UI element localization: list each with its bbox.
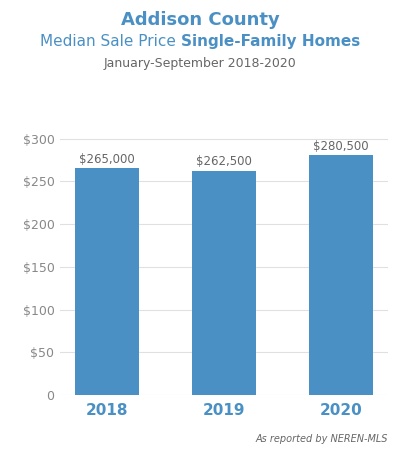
Text: January-September 2018-2020: January-September 2018-2020 (104, 57, 296, 70)
Bar (309, 155, 373, 395)
Text: $280,500: $280,500 (313, 140, 369, 153)
Text: Addison County: Addison County (121, 11, 279, 29)
Text: As reported by NEREN-MLS: As reported by NEREN-MLS (256, 434, 388, 444)
Text: Single-Family Homes: Single-Family Homes (181, 34, 360, 48)
Bar (75, 168, 139, 395)
Text: $262,500: $262,500 (196, 155, 252, 168)
Text: $265,000: $265,000 (79, 154, 135, 166)
Text: Median Sale Price: Median Sale Price (40, 34, 181, 48)
Bar (192, 171, 256, 395)
